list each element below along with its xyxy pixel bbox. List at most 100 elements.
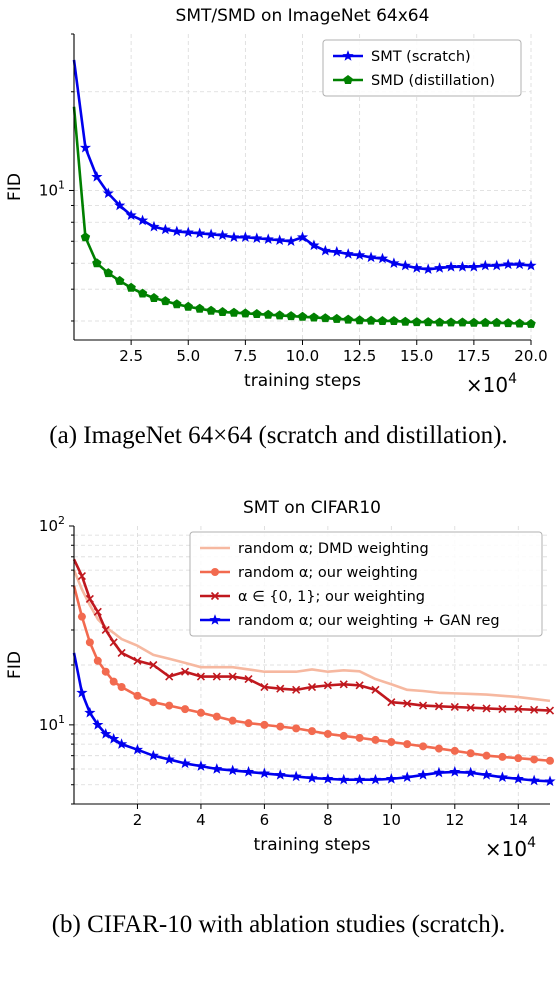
data-point — [137, 288, 148, 298]
data-point — [159, 223, 171, 235]
data-point — [530, 705, 539, 714]
data-point — [102, 187, 114, 199]
data-point — [498, 705, 507, 714]
data-point — [242, 766, 255, 777]
data-point — [274, 310, 285, 320]
data-point — [91, 171, 103, 182]
x-tick-label: 4 — [196, 811, 206, 829]
data-point — [526, 318, 536, 328]
data-point — [297, 311, 308, 321]
data-point — [149, 660, 158, 670]
data-point — [131, 743, 144, 755]
data-point — [445, 260, 457, 272]
data-point — [196, 672, 205, 681]
legend: random α; DMD weighting random α; our wei… — [189, 531, 543, 637]
data-point — [514, 318, 525, 328]
data-point — [181, 705, 190, 714]
chart-title: SMT on CIFAR10 — [243, 498, 381, 518]
data-point — [92, 258, 102, 268]
data-point — [482, 751, 491, 760]
data-point — [79, 141, 91, 153]
data-point — [212, 672, 221, 681]
data-point — [244, 719, 253, 728]
y-axis-label: FID — [5, 173, 25, 201]
data-point — [457, 317, 468, 327]
data-point — [319, 244, 331, 256]
data-point — [323, 681, 332, 690]
data-point — [160, 296, 171, 306]
data-point — [114, 275, 125, 285]
data-point — [545, 706, 555, 715]
x-tick-label: 10.0 — [286, 347, 319, 365]
x-tick-label: 8 — [323, 811, 333, 829]
data-point — [434, 744, 443, 753]
data-point — [342, 248, 354, 259]
data-point — [101, 625, 110, 635]
legend-label: α ∈ {0, 1}; our weighting — [238, 589, 425, 605]
data-point — [544, 775, 556, 787]
data-point — [466, 703, 475, 712]
data-point — [194, 303, 205, 313]
x-axis-multiplier: ×104 — [466, 371, 517, 397]
data-point — [285, 235, 297, 247]
data-point — [165, 701, 174, 710]
data-point — [228, 231, 240, 243]
data-point — [338, 773, 350, 785]
chart-imagenet: 2.5 5.0 7.5 10.0 12.5 15.0 17.5 20.0 101 SMT/SMD … — [5, 6, 548, 397]
x-tick-label: 6 — [260, 811, 270, 829]
data-point — [354, 315, 365, 325]
data-point — [179, 757, 191, 769]
data-point — [117, 683, 126, 692]
data-point — [290, 770, 302, 782]
series-line — [72, 585, 551, 763]
legend-entry: random α; our weighting — [200, 565, 418, 581]
data-point — [468, 260, 480, 272]
data-point — [339, 731, 348, 740]
data-point — [308, 727, 316, 736]
data-point — [469, 317, 479, 327]
data-point — [306, 772, 318, 783]
data-point — [387, 738, 396, 747]
data-point — [308, 239, 320, 251]
series-1 — [72, 106, 536, 328]
legend-marker — [210, 591, 220, 601]
x-tick-label: 14 — [509, 811, 528, 829]
data-point — [528, 774, 540, 786]
legend-label: SMD (distillation) — [371, 73, 495, 89]
data-point — [399, 259, 411, 271]
data-point — [419, 701, 428, 710]
series-2 — [72, 558, 555, 715]
data-point — [77, 612, 86, 621]
data-point — [239, 231, 251, 243]
data-point — [196, 708, 205, 717]
data-point — [133, 691, 142, 700]
data-point — [125, 209, 137, 221]
y-tick-label: 101 — [39, 713, 65, 734]
data-point — [482, 704, 491, 713]
legend-label: random α; DMD weighting — [238, 541, 429, 557]
data-point — [400, 316, 411, 326]
data-point — [80, 232, 91, 242]
data-point — [228, 716, 237, 725]
legend-box — [189, 531, 543, 637]
legend-label: random α; our weighting + GAN reg — [238, 613, 500, 629]
data-point — [296, 231, 309, 243]
legend-entry: random α; DMD weighting — [200, 541, 429, 557]
series-line — [72, 569, 551, 703]
data-point — [258, 767, 270, 779]
data-point — [449, 766, 461, 777]
data-point — [85, 638, 94, 647]
data-point — [369, 773, 382, 785]
data-point — [309, 312, 319, 322]
data-point — [244, 674, 253, 684]
data-point — [274, 234, 286, 246]
series-line — [72, 558, 551, 712]
data-point — [274, 769, 286, 780]
series-0 — [72, 569, 551, 703]
x-tick-label: 5.0 — [176, 347, 200, 365]
data-point — [419, 742, 428, 751]
data-point — [503, 318, 513, 328]
data-point — [211, 763, 223, 774]
data-point — [465, 766, 477, 778]
data-point — [496, 771, 508, 783]
